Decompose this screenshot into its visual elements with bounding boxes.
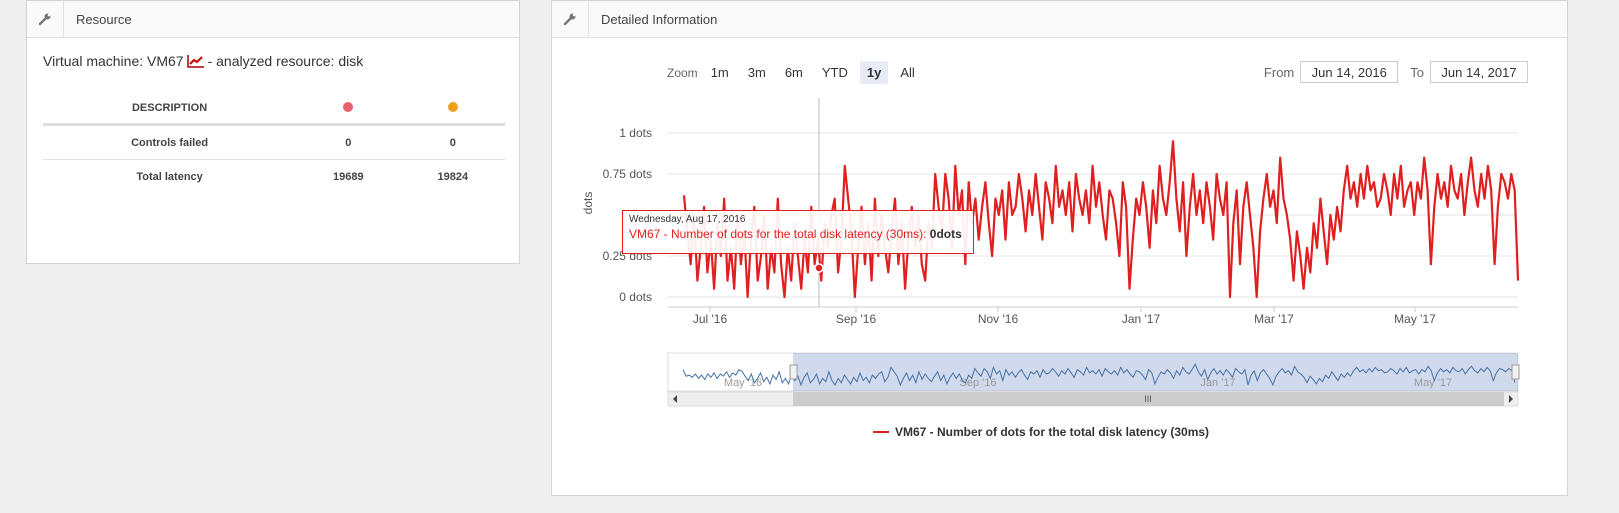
navigator-selection	[793, 353, 1518, 391]
description-header: DESCRIPTION	[43, 93, 297, 126]
x-tick-label: Sep '16	[836, 312, 877, 326]
row-value-a: 19689	[333, 170, 364, 183]
row-value-b: 19824	[437, 170, 469, 183]
resource-panel: Resource Virtual machine: VM67 - analyze…	[26, 0, 520, 264]
x-tick-label: Jul '16	[693, 312, 728, 326]
date-range: From To	[1264, 61, 1528, 83]
tooltip-series-text: VM67 - Number of dots for the total disk…	[629, 227, 927, 241]
row-label: Controls failed	[43, 124, 297, 160]
zoom-button-1y[interactable]: 1y	[859, 61, 889, 84]
legend-swatch	[873, 431, 889, 433]
zoom-button-6m[interactable]: 6m	[784, 65, 803, 80]
scroll-right-arrow-icon[interactable]	[1509, 395, 1513, 403]
vm-prefix: Virtual machine: VM67	[43, 53, 184, 69]
chart-tooltip: Wednesday, Aug 17, 2016 VM67 - Number of…	[622, 210, 974, 254]
navigator-handle[interactable]	[789, 364, 798, 380]
detail-panel-title: Detailed Information	[601, 11, 718, 27]
row-label: Total latency	[136, 170, 203, 183]
zoom-controls: Zoom 1m 3m 6m YTD 1y All	[667, 61, 927, 84]
zoom-button-ytd[interactable]: YTD	[821, 65, 848, 80]
vm-description: Virtual machine: VM67 - analyzed resourc…	[43, 53, 363, 69]
legend-label: VM67 - Number of dots for the total disk…	[895, 425, 1210, 439]
detail-panel-header: Detailed Information	[552, 1, 1567, 38]
resource-panel-title: Resource	[76, 11, 132, 27]
tooltip-date: Wednesday, Aug 17, 2016	[629, 214, 746, 225]
tooltip-series: VM67 - Number of dots for the total disk…	[629, 227, 967, 241]
zoom-button-all[interactable]: All	[900, 65, 915, 80]
trend-chart-icon[interactable]	[186, 54, 205, 68]
hover-marker	[814, 263, 824, 273]
scroll-left-arrow-icon[interactable]	[673, 395, 677, 403]
y-tick-label: 1 dots	[619, 126, 652, 140]
table-row: Controls failed 0 0	[43, 124, 505, 160]
tooltip-value: 0dots	[929, 227, 962, 241]
resource-table: DESCRIPTION Controls failed 0 0 Total la…	[43, 93, 505, 193]
red-status-header	[296, 93, 401, 126]
to-label: To	[1410, 64, 1424, 80]
resource-panel-header: Resource	[27, 1, 519, 38]
navigator-handle[interactable]	[1511, 364, 1520, 380]
navigator-tick-label: May '16	[724, 377, 762, 389]
x-tick-label: Nov '16	[978, 312, 1019, 326]
scrollbar-grip: III	[1144, 394, 1152, 404]
row-value-a: 0	[296, 124, 401, 160]
y-tick-label: 0.75 dots	[603, 167, 652, 181]
vm-suffix: - analyzed resource: disk	[207, 53, 364, 69]
x-tick-label: Mar '17	[1254, 312, 1294, 326]
navigator-tick-label: Sep '16	[960, 377, 997, 389]
table-header-row: DESCRIPTION	[43, 93, 505, 126]
red-dot-icon	[343, 101, 354, 112]
zoom-button-3m[interactable]: 3m	[747, 65, 766, 80]
chart-legend[interactable]: VM67 - Number of dots for the total disk…	[873, 425, 1209, 439]
scrollbar-thumb[interactable]	[793, 392, 1504, 406]
wrench-icon[interactable]	[552, 1, 589, 37]
to-date-input[interactable]	[1430, 61, 1528, 83]
zoom-label: Zoom	[667, 65, 698, 80]
table-row: Total latency 19689 19824	[43, 160, 505, 194]
wrench-icon[interactable]	[27, 1, 64, 37]
navigator-tick-label: May '17	[1414, 377, 1452, 389]
x-tick-label: May '17	[1394, 312, 1436, 326]
navigator-series	[682, 362, 1516, 387]
y-tick-label: 0 dots	[619, 290, 652, 304]
navigator-tick-label: Jan '17	[1200, 377, 1235, 389]
zoom-button-1m[interactable]: 1m	[710, 65, 729, 80]
x-tick-label: Jan '17	[1122, 312, 1161, 326]
y-axis-label: dots	[581, 192, 595, 215]
from-label: From	[1263, 64, 1295, 80]
orange-dot-icon	[447, 101, 458, 112]
row-value-b: 0	[400, 124, 505, 160]
from-date-input[interactable]	[1300, 61, 1399, 83]
orange-status-header	[400, 93, 505, 126]
